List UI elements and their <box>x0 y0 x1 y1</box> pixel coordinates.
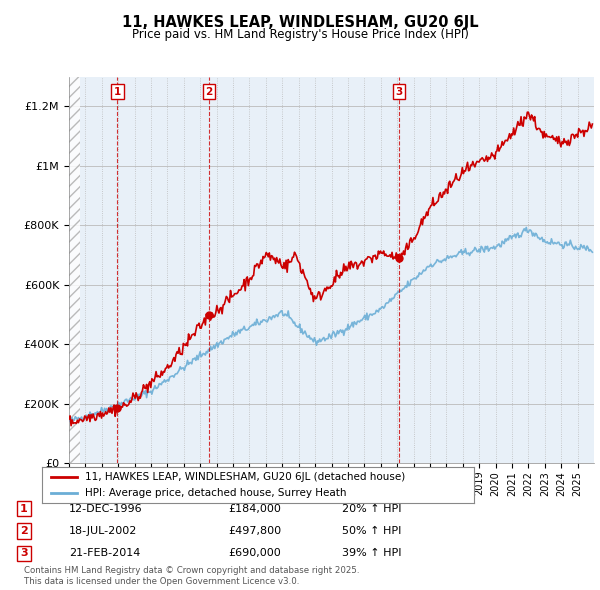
Text: 2: 2 <box>20 526 28 536</box>
Text: 12-DEC-1996: 12-DEC-1996 <box>69 504 143 513</box>
Text: 11, HAWKES LEAP, WINDLESHAM, GU20 6JL: 11, HAWKES LEAP, WINDLESHAM, GU20 6JL <box>122 15 478 30</box>
Text: Price paid vs. HM Land Registry's House Price Index (HPI): Price paid vs. HM Land Registry's House … <box>131 28 469 41</box>
Text: 50% ↑ HPI: 50% ↑ HPI <box>342 526 401 536</box>
Text: Contains HM Land Registry data © Crown copyright and database right 2025.
This d: Contains HM Land Registry data © Crown c… <box>24 566 359 586</box>
Text: 21-FEB-2014: 21-FEB-2014 <box>69 549 140 558</box>
Text: £497,800: £497,800 <box>228 526 281 536</box>
Text: £690,000: £690,000 <box>228 549 281 558</box>
Text: 18-JUL-2002: 18-JUL-2002 <box>69 526 137 536</box>
Text: 1: 1 <box>20 504 28 513</box>
Text: 11, HAWKES LEAP, WINDLESHAM, GU20 6JL (detached house): 11, HAWKES LEAP, WINDLESHAM, GU20 6JL (d… <box>85 472 406 482</box>
Text: 3: 3 <box>395 87 403 97</box>
Text: £184,000: £184,000 <box>228 504 281 513</box>
Text: HPI: Average price, detached house, Surrey Heath: HPI: Average price, detached house, Surr… <box>85 488 347 498</box>
Bar <box>69 77 80 463</box>
Text: 2: 2 <box>205 87 213 97</box>
Text: 20% ↑ HPI: 20% ↑ HPI <box>342 504 401 513</box>
Text: 39% ↑ HPI: 39% ↑ HPI <box>342 549 401 558</box>
Text: 1: 1 <box>114 87 121 97</box>
Text: 3: 3 <box>20 549 28 558</box>
